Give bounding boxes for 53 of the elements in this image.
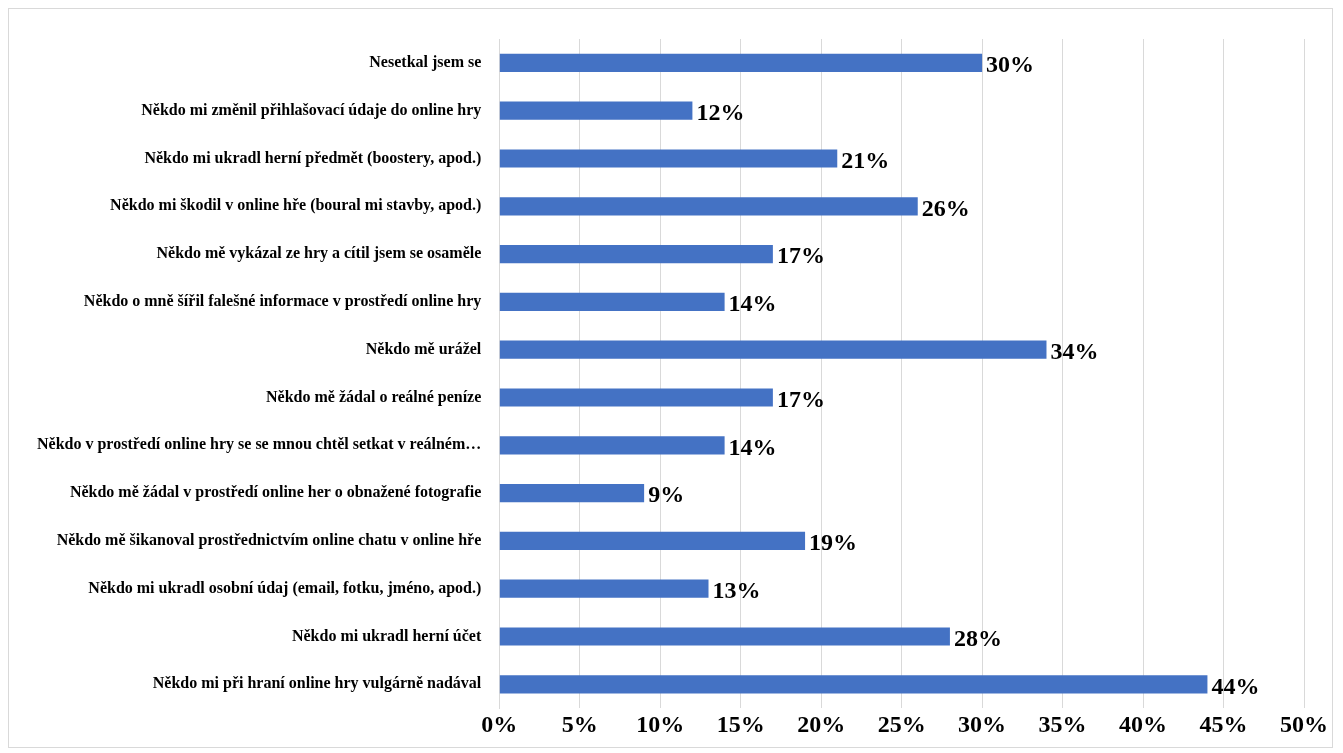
data-label: 14% [728, 290, 777, 317]
y-tick-label: Někdo mi ukradl herní účet [291, 626, 482, 644]
y-tick-label: Někdo mi změnil přihlašovací údaje do online hry [141, 100, 482, 119]
data-label: 44% [1211, 672, 1260, 699]
x-tick-label: 45% [1199, 710, 1248, 737]
x-tick-label: 0% [481, 710, 518, 737]
x-tick-label: 50% [1280, 710, 1328, 737]
bar [499, 531, 806, 550]
data-label: 21% [841, 146, 890, 173]
x-tick-label: 15% [716, 710, 765, 737]
data-label: 34% [1050, 337, 1099, 364]
x-tick-label: 10% [636, 710, 685, 737]
bar [499, 292, 725, 311]
bar [499, 340, 1047, 359]
x-tick-label: 35% [1038, 710, 1087, 737]
bar [499, 388, 773, 407]
bar [499, 53, 983, 72]
x-tick-label: 40% [1119, 710, 1168, 737]
data-label: 13% [712, 576, 761, 603]
y-tick-label: Někdo mi ukradl osobní údaj (email, fotku, jméno, apod.) [88, 578, 482, 597]
data-label: 17% [776, 385, 825, 412]
y-tick-label: Někdo mě žádal o reálné peníze [266, 387, 482, 406]
y-tick-label: Někdo mě vykázal ze hry a cítil jsem se osaměle [156, 244, 482, 263]
x-tick-label: 20% [797, 710, 846, 737]
y-tick-label: Někdo o mně šířil falešné informace v prostředí online hry [83, 292, 482, 311]
bar [499, 484, 645, 503]
bar [499, 627, 950, 646]
bar [499, 245, 773, 264]
y-tick-label: Někdo v prostředí online hry se se mnou chtěl setkat v reálném… [37, 435, 482, 454]
bar [499, 579, 709, 598]
x-tick-label: 5% [561, 710, 598, 737]
bar [499, 101, 693, 120]
bar [499, 675, 1208, 694]
data-label: 19% [809, 529, 858, 556]
y-tick-label: Nesetkal jsem se [369, 53, 482, 72]
bar [499, 436, 725, 455]
y-tick-label: Někdo mě šikanoval prostřednictvím online chatu v online hře [56, 531, 482, 550]
x-tick-label: 25% [877, 710, 926, 737]
data-label: 9% [648, 481, 685, 508]
y-tick-label: Někdo mi při hraní online hry vulgárně nadával [152, 674, 482, 693]
data-label: 12% [696, 98, 745, 125]
data-label: 28% [953, 624, 1002, 651]
y-tick-label: Někdo mě žádal v prostředí online her o obnažené fotografie [69, 483, 482, 502]
y-tick-label: Někdo mi ukradl herní předmět (boostery, apod.) [144, 148, 482, 167]
data-label: 17% [776, 242, 825, 269]
data-label: 26% [921, 194, 970, 221]
bar [499, 149, 838, 168]
data-label: 14% [728, 433, 777, 460]
data-label: 30% [986, 51, 1035, 78]
y-tick-label: Někdo mi škodil v online hře (boural mi stavby, apod.) [110, 196, 482, 215]
y-tick-label: Někdo mě urážel [365, 339, 482, 357]
x-tick-label: 30% [958, 710, 1007, 737]
bar [499, 197, 918, 216]
